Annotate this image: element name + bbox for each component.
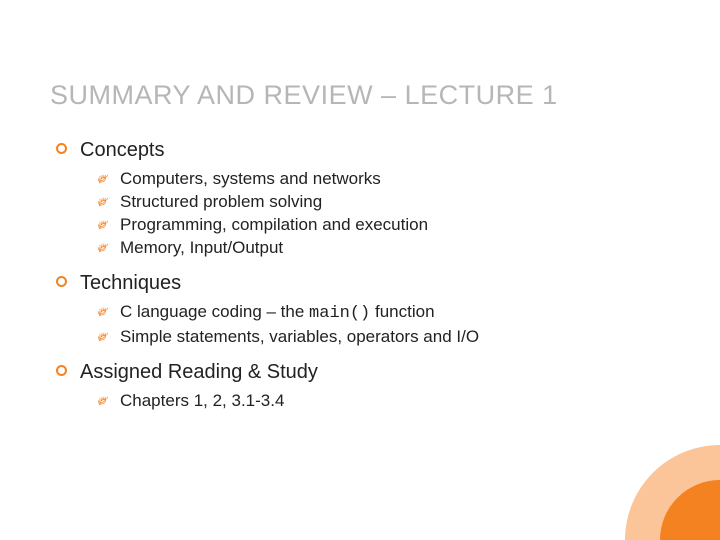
item-text: Chapters 1, 2, 3.1-3.4 [120,391,284,410]
item-text: Simple statements, variables, operators … [120,327,479,346]
swirl-icon: ༗ [98,193,108,213]
outer-circle [625,445,720,540]
item-suffix: function [370,302,434,321]
list-item: ༗ Simple statements, variables, operators… [98,326,670,349]
reading-items: ༗ Chapters 1, 2, 3.1-3.4 [98,390,670,413]
inner-circle [660,480,720,540]
swirl-icon: ༗ [98,303,108,323]
item-text: Memory, Input/Output [120,238,283,257]
section-label: Assigned Reading & Study [80,361,318,383]
swirl-icon: ༗ [98,170,108,190]
item-mono: main() [309,304,370,323]
list-item: ༗ Memory, Input/Output [98,237,670,260]
corner-decoration-icon [600,420,720,540]
list-item: ༗ Structured problem solving [98,191,670,214]
concepts-items: ༗ Computers, systems and networks ༗ Struct… [98,168,670,260]
swirl-icon: ༗ [98,239,108,259]
list-item: ༗ Chapters 1, 2, 3.1-3.4 [98,390,670,413]
section-label: Concepts [80,139,165,161]
list-item: ༗ C language coding – the main() function [98,301,670,326]
item-text: Programming, compilation and execution [120,215,428,234]
section-label: Techniques [80,272,181,294]
swirl-icon: ༗ [98,216,108,236]
section-list: Concepts ༗ Computers, systems and network… [56,139,670,413]
section-techniques: Techniques ༗ C language coding – the main… [56,272,670,349]
slide: SUMMARY AND REVIEW – LECTURE 1 Concepts … [0,0,720,540]
ring-bullet-icon [56,276,67,287]
swirl-icon: ༗ [98,328,108,348]
item-text: Structured problem solving [120,192,322,211]
techniques-items: ༗ C language coding – the main() function… [98,301,670,349]
item-text: Computers, systems and networks [120,169,381,188]
ring-bullet-icon [56,143,67,154]
list-item: ༗ Computers, systems and networks [98,168,670,191]
slide-title: SUMMARY AND REVIEW – LECTURE 1 [50,80,670,111]
section-concepts: Concepts ༗ Computers, systems and network… [56,139,670,260]
list-item: ༗ Programming, compilation and execution [98,214,670,237]
section-reading: Assigned Reading & Study ༗ Chapters 1, 2,… [56,361,670,413]
ring-bullet-icon [56,365,67,376]
swirl-icon: ༗ [98,392,108,412]
item-prefix: C language coding – the [120,302,309,321]
